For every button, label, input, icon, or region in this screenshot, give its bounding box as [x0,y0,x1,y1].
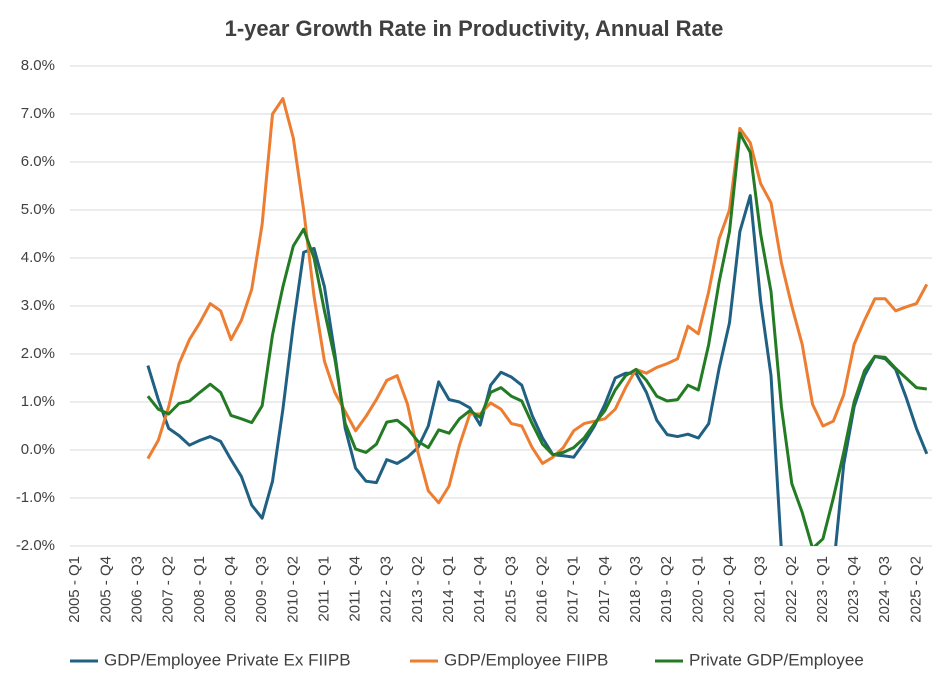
y-tick-label: -1.0% [16,489,55,506]
y-tick-label: 0.0% [21,441,55,458]
chart-title: 1-year Growth Rate in Productivity, Annu… [225,16,724,41]
x-tick-label: 2020 - Q1 [689,556,706,623]
x-tick-label: 2021 - Q3 [752,556,769,623]
x-tick-label: 2015 - Q3 [502,556,519,623]
x-tick-label: 2017 - Q4 [596,556,613,623]
legend-label: GDP/Employee FIIPB [444,650,608,669]
plot-area [146,97,929,546]
x-tick-label: 2014 - Q1 [440,556,457,623]
x-tick-label: 2005 - Q1 [66,556,83,623]
x-tick-label: 2024 - Q3 [876,556,893,623]
x-tick-label: 2014 - Q4 [471,556,488,623]
x-tick-label: 2005 - Q4 [97,556,114,623]
series-line [146,194,929,546]
x-tick-label: 2019 - Q2 [658,556,675,623]
x-tick-label: 2020 - Q4 [720,556,737,623]
x-tick-label: 2017 - Q1 [565,556,582,623]
x-tick-label: 2023 - Q1 [814,556,831,623]
y-tick-label: 2.0% [21,345,55,362]
x-tick-label: 2008 - Q4 [222,556,239,623]
y-tick-label: -2.0% [16,537,55,554]
x-tick-label: 2016 - Q2 [534,556,551,623]
x-tick-label: 2012 - Q3 [378,556,395,623]
y-tick-label: 3.0% [21,297,55,314]
series-line [146,131,928,546]
x-tick-label: 2008 - Q1 [191,556,208,623]
y-tick-label: 6.0% [21,153,55,170]
y-tick-label: 4.0% [21,249,55,266]
x-tick-label: 2011 - Q1 [315,556,332,622]
x-tick-label: 2006 - Q3 [128,556,145,623]
y-tick-label: 1.0% [21,393,55,410]
legend-label: GDP/Employee Private Ex FIIPB [104,650,351,669]
x-tick-label: 2025 - Q2 [907,556,924,623]
series-line [146,97,929,505]
x-tick-label: 2007 - Q2 [160,556,177,623]
x-tick-label: 2023 - Q4 [845,556,862,623]
x-tick-label: 2009 - Q3 [253,556,270,623]
x-tick-label: 2022 - Q2 [783,556,800,623]
x-tick-label: 2013 - Q2 [409,556,426,623]
legend-label: Private GDP/Employee [689,650,864,669]
x-tick-label: 2011 - Q4 [347,556,364,622]
y-tick-label: 5.0% [21,201,55,218]
y-tick-label: 7.0% [21,105,55,122]
x-tick-label: 2010 - Q2 [284,556,301,623]
y-tick-label: 8.0% [21,57,55,74]
x-tick-label: 2018 - Q3 [627,556,644,623]
